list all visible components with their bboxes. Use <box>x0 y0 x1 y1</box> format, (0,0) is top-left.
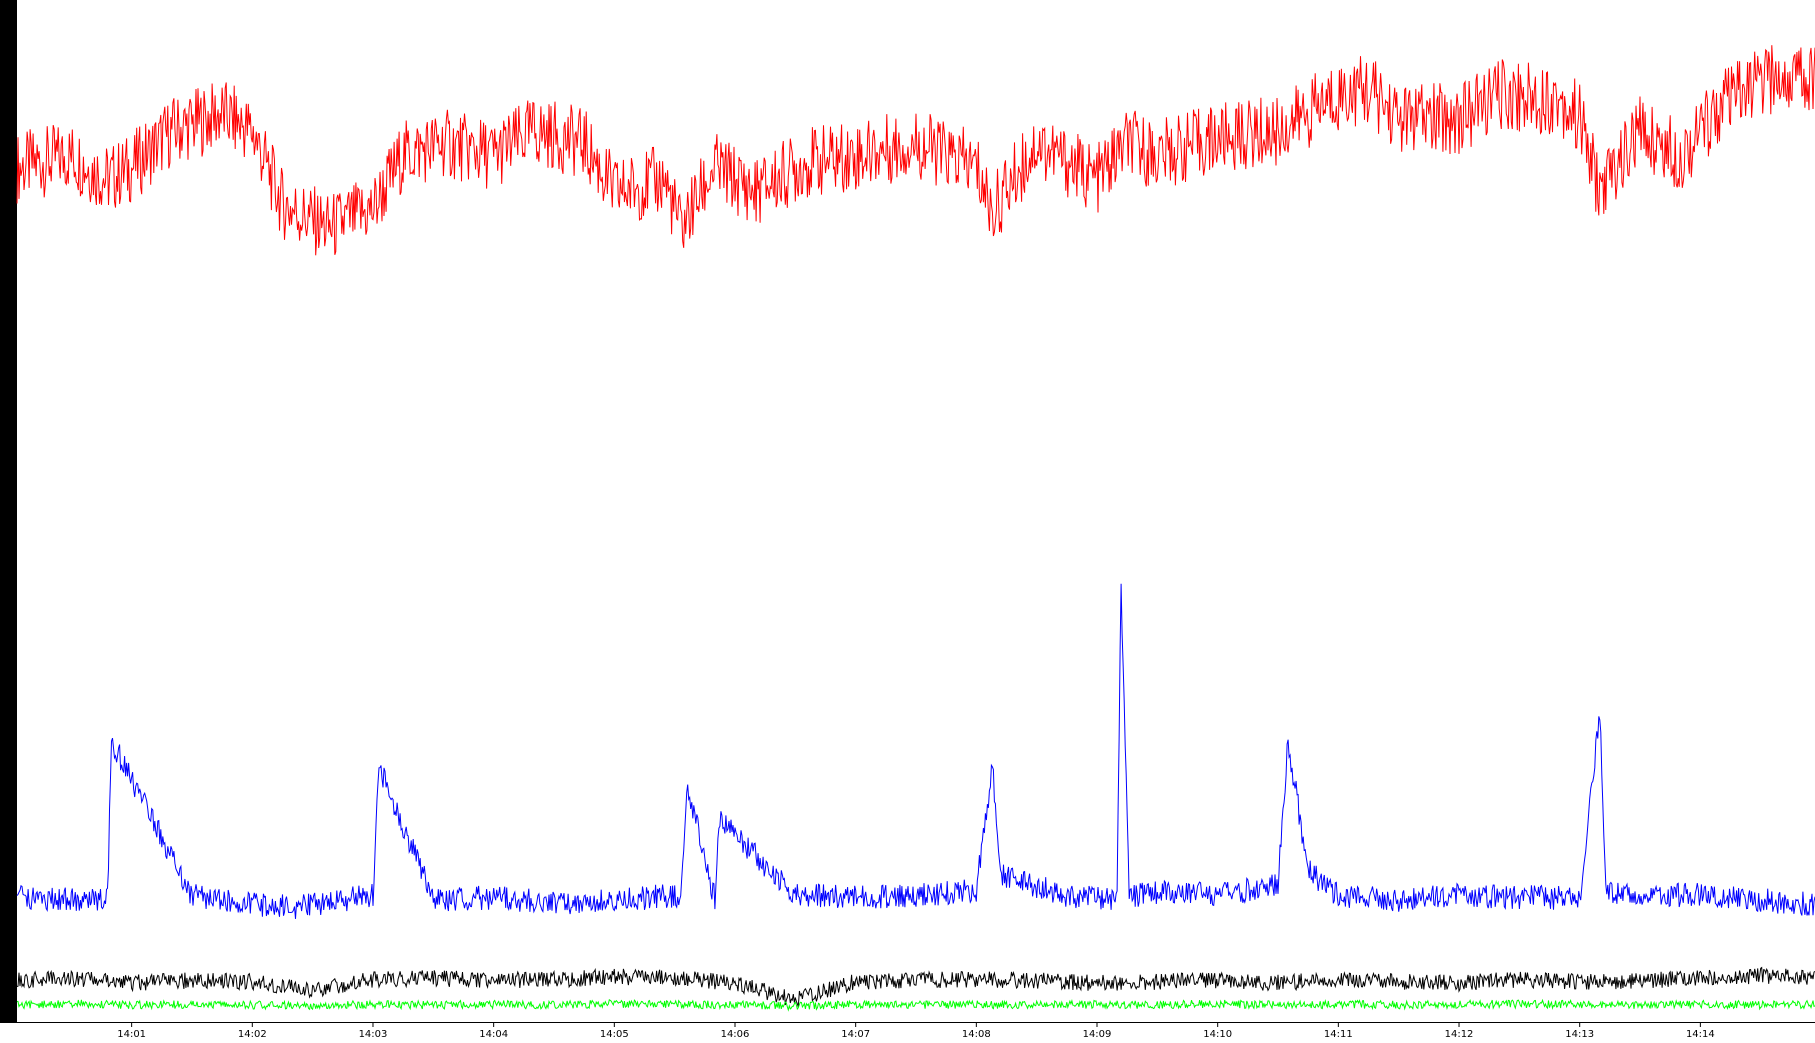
x-tick-label: 14:08 <box>962 1029 991 1039</box>
x-tick-label: 14:12 <box>1445 1029 1474 1039</box>
y-tick-label: 4187 <box>5 16 16 41</box>
x-tick-label: 14:13 <box>1565 1029 1594 1039</box>
x-tick-label: 14:07 <box>841 1029 870 1039</box>
x-tick-label: 14:05 <box>600 1029 629 1039</box>
y-tick-label: 2512 <box>5 396 16 421</box>
series-line-3 <box>16 966 1815 1008</box>
y-tick-label: 1256 <box>5 703 16 728</box>
y-tick-label: 2930 <box>5 294 16 319</box>
y-axis-bar <box>0 0 17 1022</box>
series-line-4 <box>16 998 1815 1012</box>
y-tick-label: 1674 <box>5 601 16 626</box>
y-tick-label: 0 <box>5 1014 16 1020</box>
y-tick-label: 837 <box>5 808 16 827</box>
series-line-2 <box>16 583 1815 919</box>
x-tick-label: 14:04 <box>479 1029 508 1039</box>
y-tick-label: 2093 <box>5 498 16 523</box>
x-tick-label: 14:11 <box>1324 1029 1353 1039</box>
series-layer <box>16 45 1815 1012</box>
x-tick-label: 14:02 <box>238 1029 267 1039</box>
series-line-1 <box>16 45 1815 256</box>
y-tick-label: 3768 <box>5 90 16 115</box>
y-tick-label: 418 <box>5 910 16 929</box>
x-tick-label: 14:06 <box>721 1029 750 1039</box>
y-axis-ticks: 0 418 837 1256 1674 2093 2512 2930 3349 3768 4187 <box>5 16 16 1020</box>
x-tick-label: 14:03 <box>359 1029 388 1039</box>
x-tick-label: 14:01 <box>117 1029 146 1039</box>
x-tick-label: 14:14 <box>1686 1029 1715 1039</box>
x-tick-label: 14:10 <box>1203 1029 1232 1039</box>
x-axis-ticks: 14:01 14:02 14:03 14:04 14:05 14:06 14:07 14:08… <box>117 1022 1715 1040</box>
y-tick-label: 3349 <box>5 192 16 217</box>
x-tick-label: 14:09 <box>1083 1029 1112 1039</box>
